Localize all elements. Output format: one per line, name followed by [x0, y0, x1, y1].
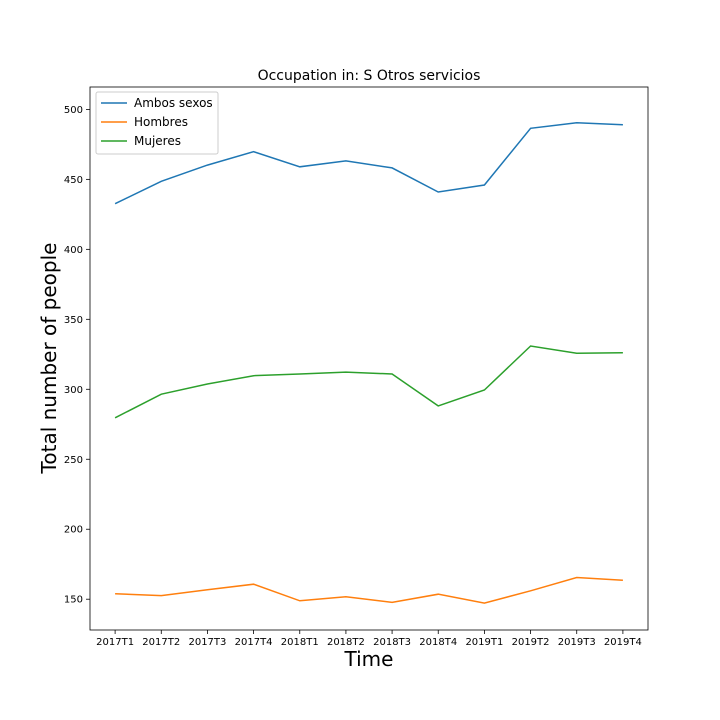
x-tick-label: 2018T4 — [419, 637, 457, 648]
axes-frame — [89, 86, 649, 631]
y-tick-label: 300 — [64, 385, 83, 396]
legend-box — [95, 91, 219, 155]
plot-area: 2017T1 2017T2 2017T3 2017T4 2018T1 2018T2 2018… — [64, 86, 649, 648]
series-line-hombres — [115, 576, 623, 604]
x-tick-label: 2017T4 — [235, 637, 273, 648]
legend: Ambos sexos Hombres Mujeres — [95, 91, 219, 155]
legend-label: Hombres — [134, 115, 188, 129]
y-tick-label: 350 — [64, 315, 83, 326]
x-tick-label: 2018T2 — [327, 637, 365, 648]
x-tick-label: 2018T3 — [373, 637, 411, 648]
y-tick-label: 400 — [64, 245, 83, 256]
x-tick-label: 2017T2 — [142, 637, 180, 648]
x-tick-label: 2017T1 — [96, 637, 134, 648]
x-tick-label: 2019T1 — [465, 637, 503, 648]
x-tick-label: 2017T3 — [188, 637, 226, 648]
series-line-mujeres — [114, 345, 623, 419]
y-tick-label: 150 — [64, 595, 83, 606]
y-tick-label: 250 — [64, 455, 83, 466]
x-tick-label: 2019T3 — [558, 637, 596, 648]
legend-label: Ambos sexos — [134, 96, 213, 110]
legend-label: Mujeres — [134, 134, 181, 148]
y-axis-label: Total number of people — [37, 243, 61, 475]
x-axis-label: Time — [344, 647, 394, 671]
series-line-ambos-sexos — [114, 121, 623, 205]
x-tick-label: 2018T1 — [281, 637, 319, 648]
y-tick-label: 200 — [64, 525, 83, 536]
x-tick-label: 2019T2 — [512, 637, 550, 648]
y-tick-label: 500 — [64, 105, 83, 116]
y-tick-label: 450 — [64, 175, 83, 186]
chart-title: Occupation in: S Otros servicios — [258, 68, 481, 84]
x-tick-label: 2019T4 — [604, 637, 642, 648]
